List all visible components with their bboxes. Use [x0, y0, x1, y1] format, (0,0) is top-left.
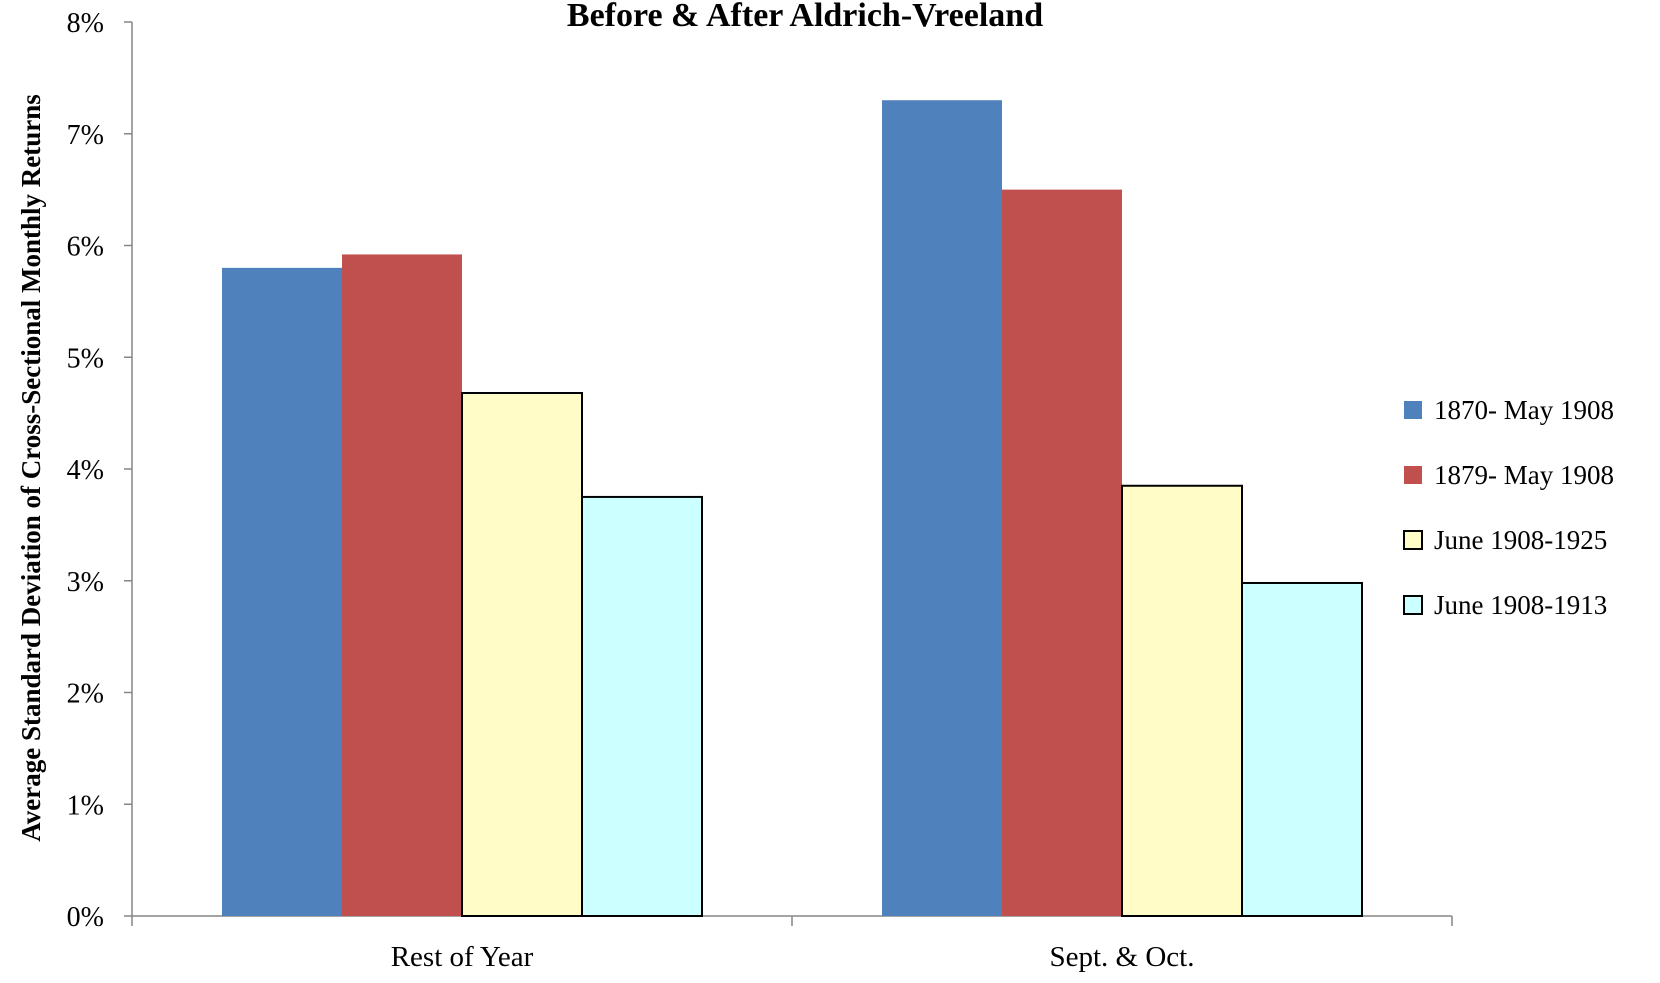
y-axis-label: Average Standard Deviation of Cross-Sect… [16, 94, 46, 841]
bar [1241, 581, 1363, 917]
y-tick-label: 3% [67, 567, 104, 598]
y-tick-label: 5% [67, 343, 104, 374]
bar [461, 392, 583, 917]
x-category-label: Sept. & Oct. [1050, 941, 1195, 973]
axes: 0% 1% 2% 3% 4% 5% 6% 7% 8% Rest of Year Sept. & Oc… [67, 8, 1453, 973]
chart-title: Before & After Aldrich-Vreeland [567, 0, 1043, 34]
legend: 1870- May 1908 1879- May 1908 June 1908-19… [1403, 395, 1614, 620]
bar [1121, 484, 1243, 917]
bars [222, 100, 1363, 917]
legend-label: 1870- May 1908 [1434, 395, 1614, 425]
y-tick-label: 6% [67, 232, 104, 263]
y-tick-label: 2% [67, 679, 104, 710]
legend-label: June 1908-1925 [1434, 525, 1607, 555]
x-category-label: Rest of Year [391, 941, 534, 973]
bar [342, 254, 462, 916]
y-tick-label: 7% [67, 120, 104, 151]
legend-swatch [1404, 401, 1422, 419]
bar [222, 267, 342, 917]
y-tick-label: 1% [67, 790, 104, 821]
bar [581, 495, 703, 917]
bar [1002, 189, 1122, 916]
y-tick-label: 0% [67, 902, 104, 933]
legend-label: June 1908-1913 [1434, 590, 1607, 620]
legend-swatch [1403, 530, 1423, 550]
bar [882, 100, 1002, 917]
legend-label: 1879- May 1908 [1434, 460, 1614, 490]
y-tick-label: 8% [67, 8, 104, 39]
legend-swatch [1404, 466, 1422, 484]
legend-swatch [1403, 595, 1423, 615]
y-tick-label: 4% [67, 455, 104, 486]
